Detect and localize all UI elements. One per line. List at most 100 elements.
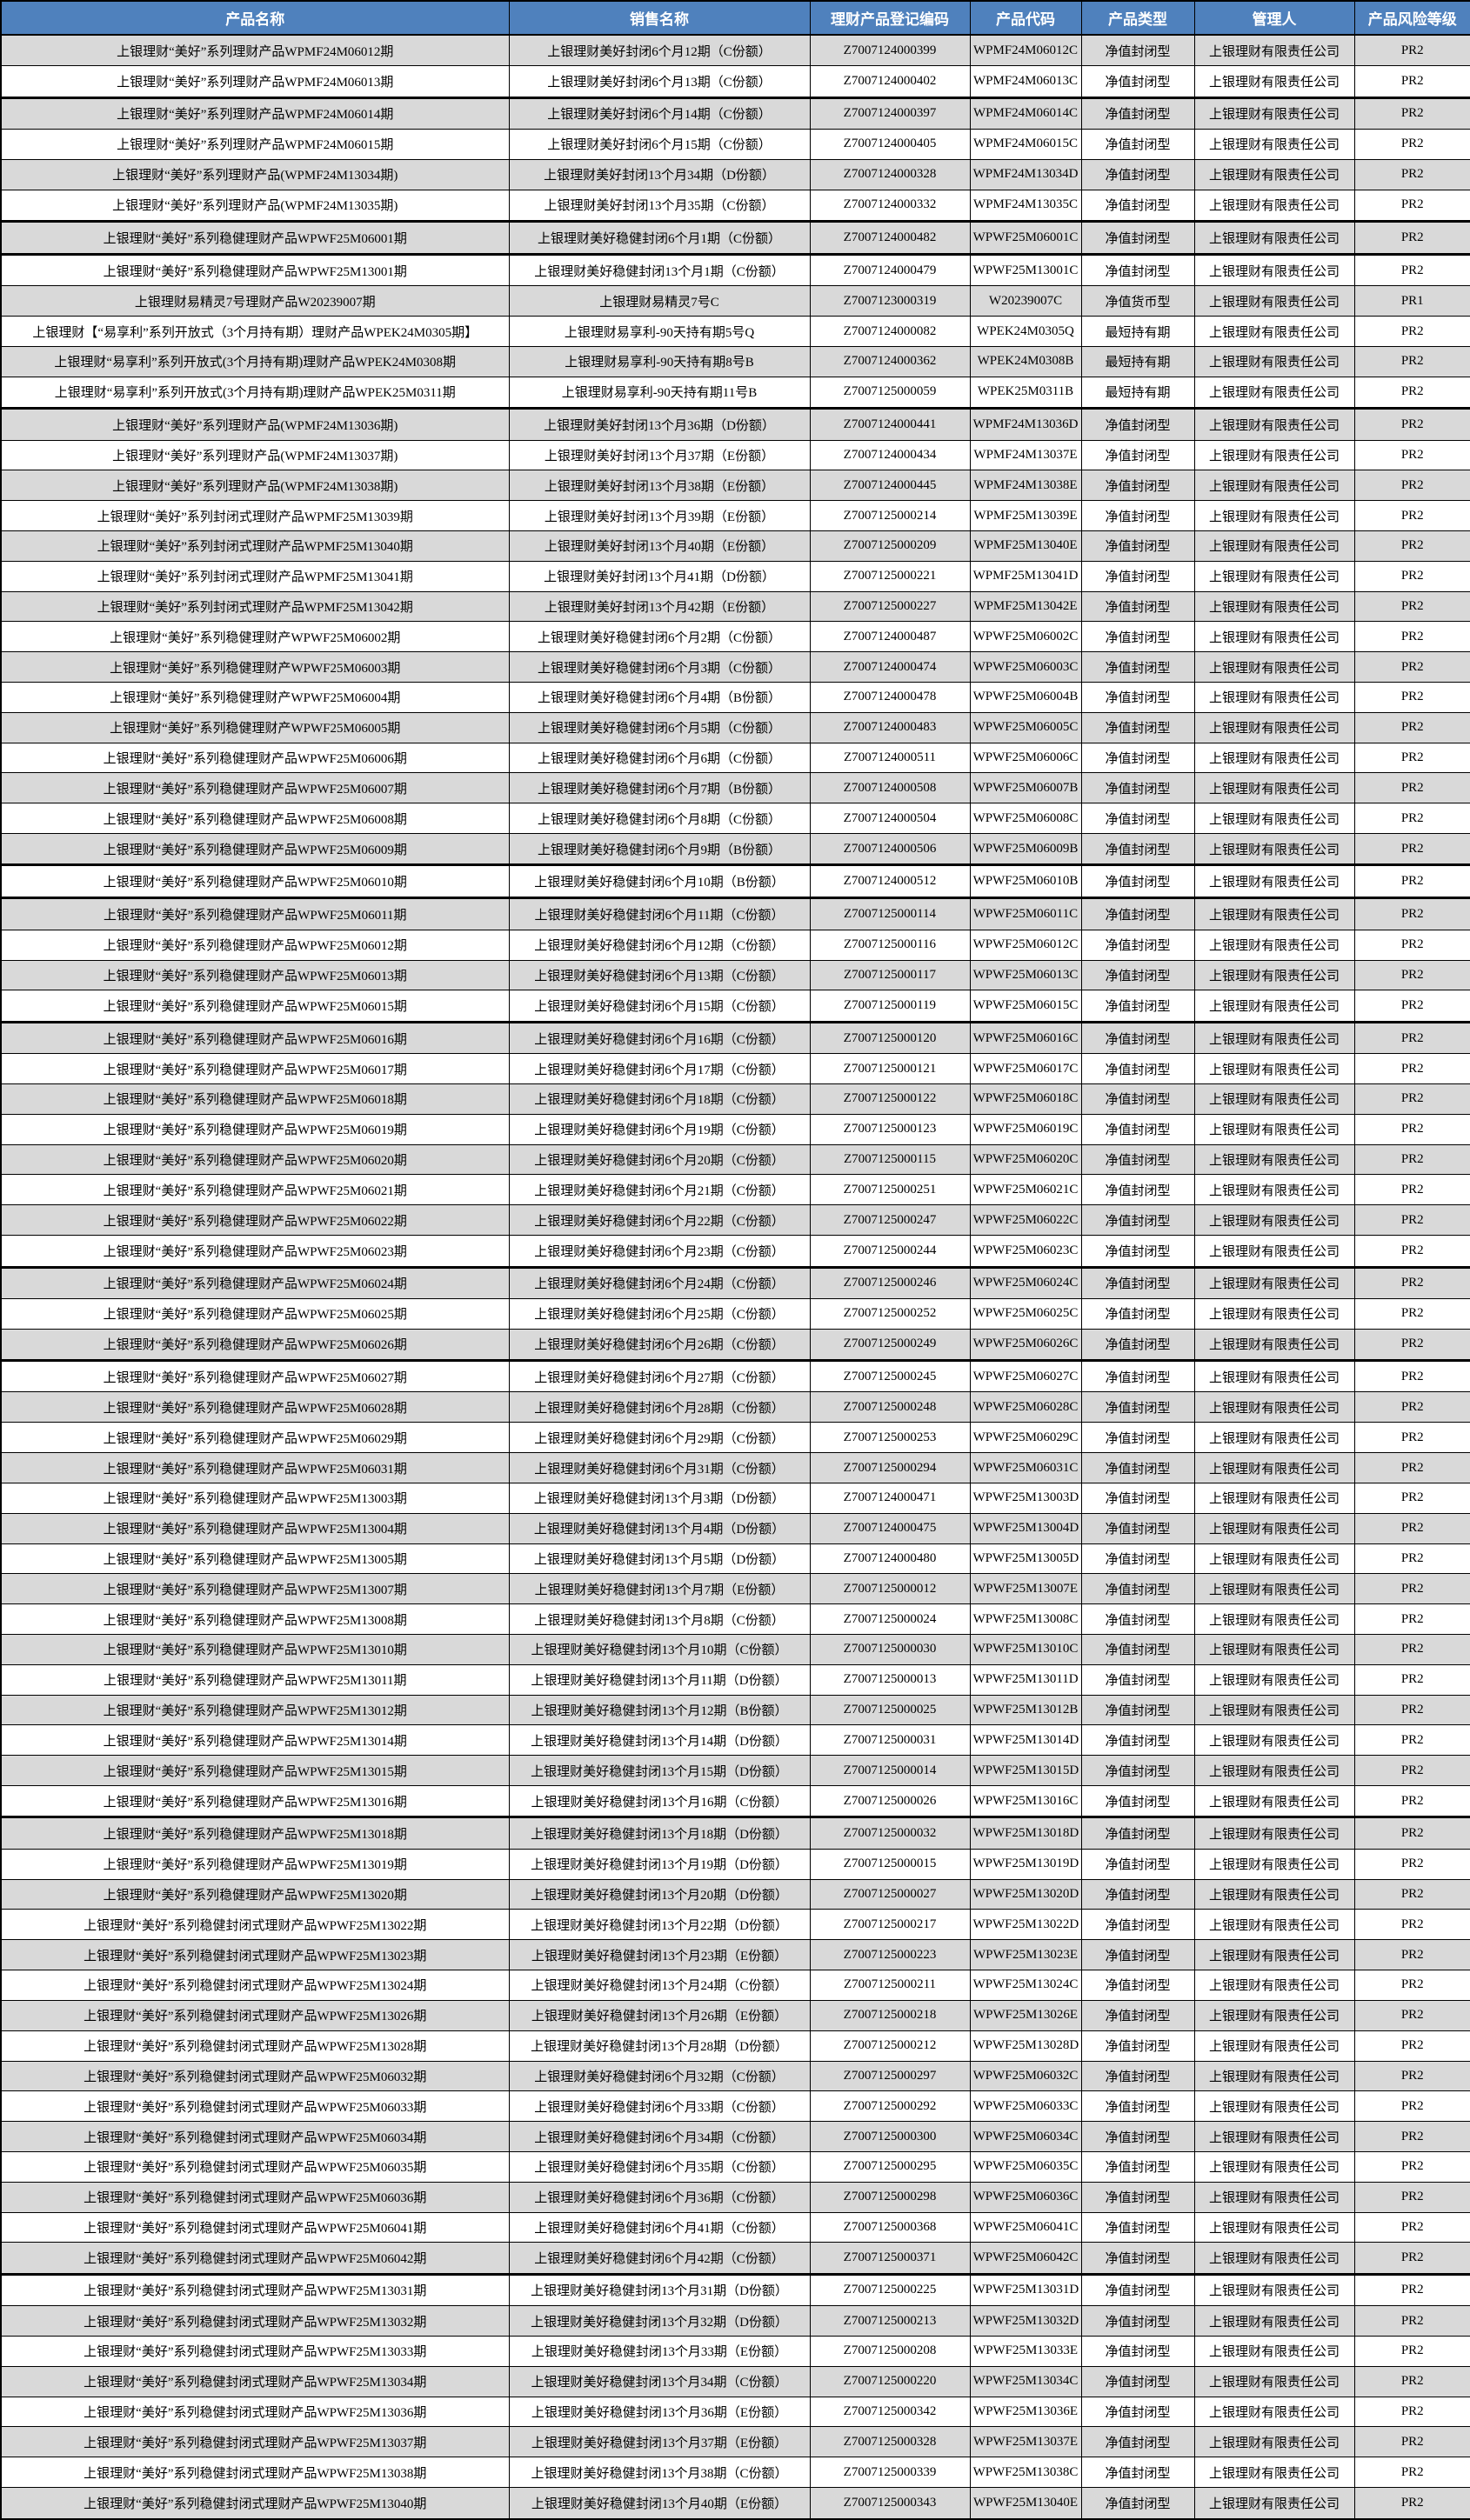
cell-sales-name: 上银理财易享利-90天持有期11号B bbox=[508, 376, 811, 410]
cell-manager: 上银理财有限责任公司 bbox=[1193, 1360, 1355, 1393]
cell-manager: 上银理财有限责任公司 bbox=[1193, 189, 1355, 223]
cell-sales-name: 上银理财美好稳健封闭6个月3期（C份额） bbox=[508, 651, 811, 683]
cell-product-name: 上银理财“美好”系列理财产品WPMF24M06012期 bbox=[0, 34, 510, 67]
cell-registration-code: Z7007125000121 bbox=[809, 1053, 971, 1085]
cell-risk-level: PR2 bbox=[1353, 1573, 1470, 1605]
cell-product-name: 上银理财“美好”系列稳健封闭式理财产品WPWF25M06033期 bbox=[0, 2090, 510, 2123]
cell-registration-code: Z7007125000342 bbox=[809, 2396, 971, 2428]
table-row: 上银理财“美好”系列稳健理财产品WPWF25M06009期 上银理财美好稳健封闭6… bbox=[0, 833, 1470, 867]
cell-manager: 上银理财有限责任公司 bbox=[1193, 1694, 1355, 1726]
cell-manager: 上银理财有限责任公司 bbox=[1193, 2335, 1355, 2367]
cell-product-name: 上银理财“美好”系列稳健理财产品WPWF25M06015期 bbox=[0, 990, 510, 1023]
cell-sales-name: 上银理财美好封闭13个月36期（D份额） bbox=[508, 408, 811, 441]
cell-manager: 上银理财有限责任公司 bbox=[1193, 651, 1355, 683]
cell-product-name: 上银理财“美好”系列稳健理财产品WPWF25M06031期 bbox=[0, 1452, 510, 1483]
cell-registration-code: Z7007124000397 bbox=[809, 97, 971, 130]
cell-sales-name: 上银理财美好稳健封闭6个月32期（C份额） bbox=[508, 2060, 811, 2092]
cell-manager: 上银理财有限责任公司 bbox=[1193, 65, 1355, 99]
cell-risk-level: PR2 bbox=[1353, 2060, 1470, 2092]
cell-product-code: WPWF25M13023E bbox=[969, 1939, 1082, 1971]
cell-product-type: 净值封闭型 bbox=[1080, 2335, 1195, 2367]
cell-registration-code: Z7007124000434 bbox=[809, 439, 971, 471]
cell-registration-code: Z7007124000332 bbox=[809, 189, 971, 223]
cell-sales-name: 上银理财美好稳健封闭6个月24期（C份额） bbox=[508, 1266, 811, 1299]
table-row: 上银理财“美好”系列理财产品(WPMF24M13035期) 上银理财美好封闭13个… bbox=[0, 189, 1470, 223]
cell-sales-name: 上银理财美好封闭6个月13期（C份额） bbox=[508, 65, 811, 99]
cell-registration-code: Z7007125000123 bbox=[809, 1113, 971, 1145]
cell-product-type: 净值封闭型 bbox=[1080, 929, 1195, 961]
cell-product-type: 净值封闭型 bbox=[1080, 1482, 1195, 1514]
table-row: 上银理财“美好”系列稳健封闭式理财产品WPWF25M13038期 上银理财美好稳健… bbox=[0, 2457, 1470, 2489]
cell-sales-name: 上银理财美好稳健封闭6个月25期（C份额） bbox=[508, 1297, 811, 1330]
cell-product-name: 上银理财“美好”系列稳健理财产品WPWF25M13016期 bbox=[0, 1785, 510, 1819]
cell-sales-name: 上银理财美好稳健封闭6个月36期（C份额） bbox=[508, 2181, 811, 2213]
cell-product-type: 净值封闭型 bbox=[1080, 2457, 1195, 2489]
cell-product-code: WPWF25M13011D bbox=[969, 1663, 1082, 1696]
cell-product-name: 上银理财“美好”系列稳健理财产WPWF25M06002期 bbox=[0, 621, 510, 653]
cell-product-name: 上银理财“易享利”系列开放式(3个月持有期)理财产品WPEK25M0311期 bbox=[0, 376, 510, 410]
cell-risk-level: PR2 bbox=[1353, 1360, 1470, 1393]
cell-registration-code: Z7007125000368 bbox=[809, 2211, 971, 2243]
cell-product-name: 上银理财“美好”系列稳健理财产WPWF25M06005期 bbox=[0, 711, 510, 743]
cell-sales-name: 上银理财美好稳健封闭13个月11期（D份额） bbox=[508, 1663, 811, 1696]
cell-manager: 上银理财有限责任公司 bbox=[1193, 1817, 1355, 1850]
cell-product-name: 上银理财“美好”系列稳健理财产品WPWF25M06022期 bbox=[0, 1204, 510, 1237]
cell-sales-name: 上银理财美好稳健封闭6个月17期（C份额） bbox=[508, 1053, 811, 1085]
cell-risk-level: PR2 bbox=[1353, 2211, 1470, 2243]
cell-risk-level: PR2 bbox=[1353, 34, 1470, 67]
cell-product-name: 上银理财“美好”系列稳健理财产品WPWF25M06008期 bbox=[0, 803, 510, 835]
cell-product-name: 上银理财“美好”系列理财产品WPMF24M06015期 bbox=[0, 128, 510, 160]
cell-manager: 上银理财有限责任公司 bbox=[1193, 376, 1355, 410]
cell-product-code: WPWF25M06025C bbox=[969, 1297, 1082, 1330]
table-row: 上银理财“美好”系列稳健理财产品WPWF25M06022期 上银理财美好稳健封闭6… bbox=[0, 1204, 1470, 1237]
cell-risk-level: PR2 bbox=[1353, 560, 1470, 592]
cell-product-code: WPWF25M06006C bbox=[969, 742, 1082, 774]
cell-product-type: 净值封闭型 bbox=[1080, 1970, 1195, 2001]
cell-product-name: 上银理财“美好”系列稳健理财产品WPWF25M13008期 bbox=[0, 1603, 510, 1635]
column-header-registration-code: 理财产品登记编码 bbox=[809, 0, 971, 36]
cell-product-code: WPWF25M06033C bbox=[969, 2090, 1082, 2123]
cell-manager: 上银理财有限责任公司 bbox=[1193, 1422, 1355, 1454]
cell-product-code: W20239007C bbox=[969, 285, 1082, 317]
cell-product-code: WPWF25M13019D bbox=[969, 1848, 1082, 1880]
cell-sales-name: 上银理财美好稳健封闭13个月23期（E份额） bbox=[508, 1939, 811, 1971]
cell-manager: 上银理财有限责任公司 bbox=[1193, 1113, 1355, 1145]
cell-product-type: 净值封闭型 bbox=[1080, 1204, 1195, 1237]
cell-risk-level: PR2 bbox=[1353, 530, 1470, 562]
table-row: 上银理财“美好”系列稳健理财产WPWF25M06003期 上银理财美好稳健封闭6个… bbox=[0, 651, 1470, 683]
cell-product-code: WPMF24M06014C bbox=[969, 97, 1082, 130]
table-row: 上银理财“美好”系列理财产品(WPMF24M13034期) 上银理财美好封闭13个… bbox=[0, 158, 1470, 190]
cell-manager: 上银理财有限责任公司 bbox=[1193, 1143, 1355, 1176]
cell-risk-level: PR2 bbox=[1353, 959, 1470, 991]
cell-product-code: WPWF25M06020C bbox=[969, 1143, 1082, 1176]
cell-product-type: 净值封闭型 bbox=[1080, 1999, 1195, 2031]
cell-risk-level: PR2 bbox=[1353, 2335, 1470, 2367]
cell-manager: 上银理财有限责任公司 bbox=[1193, 220, 1355, 256]
cell-manager: 上银理财有限责任公司 bbox=[1193, 2242, 1355, 2276]
cell-registration-code: Z7007124000402 bbox=[809, 65, 971, 99]
cell-product-name: 上银理财“美好”系列稳健理财产品WPWF25M06023期 bbox=[0, 1235, 510, 1269]
cell-sales-name: 上银理财美好稳健封闭13个月12期（B份额） bbox=[508, 1694, 811, 1726]
cell-risk-level: PR2 bbox=[1353, 376, 1470, 410]
cell-risk-level: PR2 bbox=[1353, 1391, 1470, 1423]
table-row: 上银理财“易享利”系列开放式(3个月持有期)理财产品WPEK24M0308期 上银… bbox=[0, 345, 1470, 377]
cell-product-type: 净值封闭型 bbox=[1080, 1755, 1195, 1787]
cell-sales-name: 上银理财美好稳健封闭13个月10期（C份额） bbox=[508, 1633, 811, 1665]
cell-registration-code: Z7007124000328 bbox=[809, 158, 971, 190]
cell-product-type: 净值封闭型 bbox=[1080, 1143, 1195, 1176]
cell-risk-level: PR2 bbox=[1353, 1663, 1470, 1696]
table-row: 上银理财“美好”系列稳健封闭式理财产品WPWF25M06032期 上银理财美好稳健… bbox=[0, 2060, 1470, 2092]
cell-sales-name: 上银理财美好稳健封闭6个月10期（B份额） bbox=[508, 864, 811, 900]
table-row: 上银理财“美好”系列稳健封闭式理财产品WPWF25M13037期 上银理财美好稳健… bbox=[0, 2426, 1470, 2458]
cell-registration-code: Z7007124000082 bbox=[809, 316, 971, 347]
cell-sales-name: 上银理财美好稳健封闭6个月7期（B份额） bbox=[508, 772, 811, 804]
table-row: 上银理财“美好”系列稳健理财产品WPWF25M13007期 上银理财美好稳健封闭1… bbox=[0, 1573, 1470, 1605]
cell-product-code: WPWF25M06005C bbox=[969, 711, 1082, 743]
table-row: 上银理财“美好”系列稳健理财产品WPWF25M06015期 上银理财美好稳健封闭6… bbox=[0, 990, 1470, 1023]
column-header-manager: 管理人 bbox=[1193, 0, 1355, 36]
table-row: 上银理财“美好”系列稳健理财产品WPWF25M06018期 上银理财美好稳健封闭6… bbox=[0, 1083, 1470, 1115]
cell-product-type: 净值封闭型 bbox=[1080, 1909, 1195, 1941]
cell-risk-level: PR2 bbox=[1353, 345, 1470, 377]
cell-risk-level: PR2 bbox=[1353, 128, 1470, 160]
table-row: 上银理财“美好”系列稳健理财产品WPWF25M06019期 上银理财美好稳健封闭6… bbox=[0, 1113, 1470, 1145]
